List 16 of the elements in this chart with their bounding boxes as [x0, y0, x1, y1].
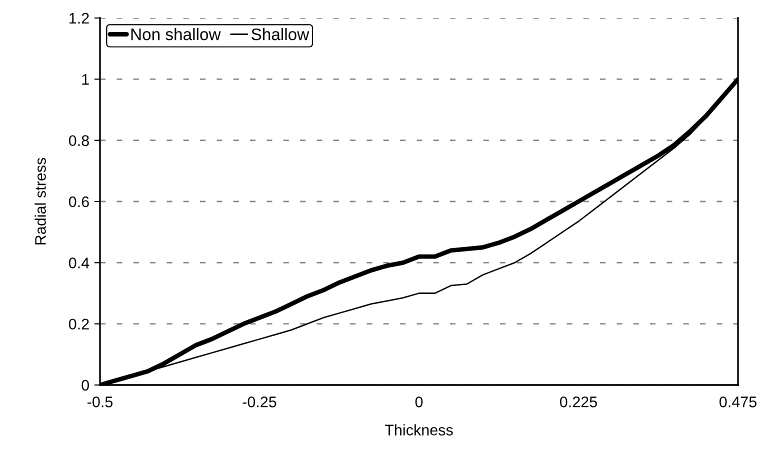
- x-axis-title: Thickness: [384, 424, 453, 436]
- y-tick-label: 0: [82, 380, 89, 391]
- x-tick-label: 0.475: [719, 396, 756, 408]
- y-axis-title: Radial stress: [34, 158, 46, 244]
- legend-label: Non shallow: [131, 28, 221, 40]
- y-tick-label: 1: [82, 74, 89, 85]
- x-tick-label: 0.225: [560, 396, 597, 408]
- y-tick-label: 1.2: [70, 12, 89, 24]
- y-tick-label: 0.2: [68, 318, 89, 330]
- y-tick-label: 0.4: [68, 258, 90, 268]
- x-tick-label: 0: [415, 396, 423, 408]
- x-tick-label: -0.25: [242, 396, 276, 408]
- y-tick-label: 0.6: [68, 196, 89, 208]
- legend-label: Shallow: [252, 28, 310, 40]
- y-tick-label: 0.8: [68, 135, 89, 146]
- x-tick-label: -0.5: [88, 396, 113, 408]
